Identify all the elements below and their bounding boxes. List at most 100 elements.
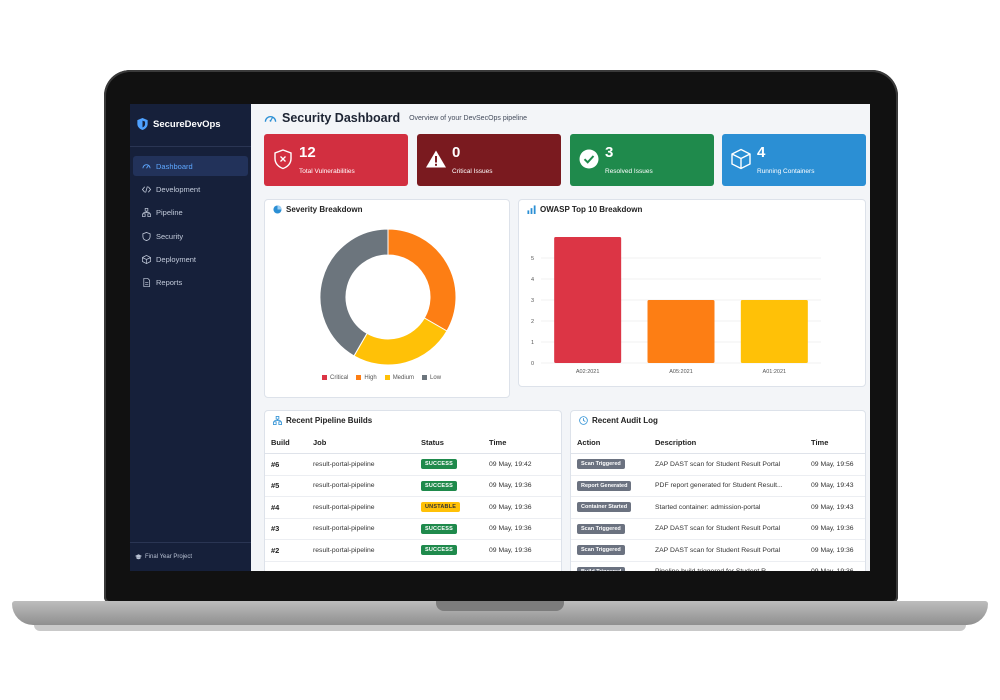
owasp-bar-chart: 0 1 2 3 4 5 A02:2021 A05:2021 A01:2021 (531, 237, 821, 375)
build-time: 09 May, 19:36 (483, 539, 561, 562)
table-row[interactable]: #4 result-portal-pipeline UNSTABLE 09 May, … (265, 496, 561, 519)
stat-card-total-vulnerabilities[interactable]: 12 Total Vulnerabilities (264, 134, 408, 186)
shield-x-icon (274, 149, 292, 170)
table-row[interactable]: Report Generated PDF report generated for… (571, 475, 865, 497)
status-badge: SUCCESS (421, 480, 457, 491)
panel-header: Recent Pipeline Builds (273, 416, 372, 425)
page-header: Security Dashboard Overview of your DevS… (264, 111, 527, 125)
legend-item-low: Low (422, 375, 441, 381)
box-icon (731, 148, 751, 170)
app-screen: SecureDevOps Dashboard Development Pipel… (130, 104, 870, 571)
stat-label: Critical Issues (452, 168, 493, 175)
action-badge: Scan Triggered (577, 459, 625, 470)
legend-item-high: High (356, 375, 377, 381)
status-badge: SUCCESS (421, 523, 457, 534)
sidebar-divider (130, 146, 251, 147)
laptop-notch (436, 601, 564, 611)
sidebar-item-deployment[interactable]: Deployment (133, 250, 248, 270)
build-number: #3 (265, 518, 307, 540)
donut-slice-high[interactable] (387, 228, 457, 332)
page-title: Security Dashboard (282, 111, 401, 125)
builds-table: Build Job Status Time #6 result-portal-pi… (265, 432, 561, 562)
table-row[interactable]: Scan Triggered ZAP DAST scan for Student … (571, 518, 865, 540)
y-tick-label: 4 (531, 277, 534, 283)
y-tick-label: 0 (531, 361, 534, 367)
builds-table-body: #6 result-portal-pipeline SUCCESS 09 May, 1… (265, 453, 561, 562)
audit-description: Started container: admission-portal (649, 496, 805, 519)
code-icon (142, 186, 151, 193)
sidebar-item-development[interactable]: Development (133, 179, 248, 199)
table-row[interactable]: #2 result-portal-pipeline SUCCESS 09 May, 1… (265, 539, 561, 562)
sidebar-item-label: Pipeline (156, 208, 183, 218)
legend-item-medium: Medium (384, 375, 414, 381)
audit-table-wrapper: Action Description Time Scan Triggered ZA… (571, 432, 865, 571)
column-header: Description (649, 432, 805, 454)
table-header-row: Build Job Status Time (265, 432, 561, 454)
build-time: 09 May, 19:36 (483, 496, 561, 519)
stat-label: Resolved Issues (605, 168, 653, 175)
column-header: Time (805, 432, 865, 454)
status-badge: SUCCESS (421, 545, 457, 556)
y-tick-label: 3 (531, 298, 534, 304)
stat-card-running-containers[interactable]: 4 Running Containers (722, 134, 866, 186)
panel-title: OWASP Top 10 Breakdown (540, 205, 643, 214)
build-number: #6 (265, 453, 307, 476)
builds-panel: Recent Pipeline Builds Build Job Status … (264, 410, 562, 571)
panel-title: Severity Breakdown (286, 205, 363, 214)
table-row[interactable]: Build Triggered Pipeline build triggered … (571, 561, 865, 571)
column-header: Job (307, 432, 415, 454)
bar-a02-2021[interactable] (554, 237, 622, 363)
column-header: Time (483, 432, 561, 454)
sidebar: SecureDevOps Dashboard Development Pipel… (130, 104, 251, 571)
stat-value: 0 (452, 144, 461, 161)
stat-card-resolved-issues[interactable]: 3 Resolved Issues (570, 134, 714, 186)
page-subtitle: Overview of your DevSecOps pipeline (409, 114, 527, 122)
action-cell: Build Triggered (571, 561, 649, 571)
table-row[interactable]: Container Started Started container: admi… (571, 496, 865, 519)
sidebar-footer: Final Year Project (135, 554, 192, 560)
job-name: result-portal-pipeline (307, 475, 415, 497)
status-cell: SUCCESS (415, 539, 483, 562)
status-cell: SUCCESS (415, 518, 483, 540)
sidebar-item-label: Deployment (156, 255, 197, 265)
sidebar-item-dashboard[interactable]: Dashboard (133, 156, 248, 176)
action-badge: Scan Triggered (577, 523, 625, 534)
audit-time: 09 May, 19:36 (805, 518, 865, 540)
table-row[interactable]: Scan Triggered ZAP DAST scan for Student … (571, 539, 865, 562)
panel-title: Recent Pipeline Builds (286, 416, 373, 425)
table-row[interactable]: #3 result-portal-pipeline SUCCESS 09 May, 1… (265, 518, 561, 540)
sidebar-item-security[interactable]: Security (133, 226, 248, 246)
y-tick-label: 1 (531, 340, 534, 346)
stat-value: 4 (757, 144, 766, 161)
pipeline-icon (273, 416, 282, 425)
box-icon (142, 255, 151, 265)
donut-slice-medium[interactable] (353, 317, 448, 366)
x-tick-label: A02:2021 (576, 369, 600, 375)
stat-card-critical-issues[interactable]: 0 Critical Issues (417, 134, 561, 186)
status-cell: SUCCESS (415, 475, 483, 497)
bar-a01-2021[interactable] (740, 300, 808, 363)
status-badge: UNSTABLE (421, 502, 461, 513)
bar-a05-2021[interactable] (647, 300, 715, 363)
table-row[interactable]: Scan Triggered ZAP DAST scan for Student … (571, 453, 865, 476)
job-name: result-portal-pipeline (307, 453, 415, 476)
table-row[interactable]: #6 result-portal-pipeline SUCCESS 09 May, 1… (265, 453, 561, 476)
action-cell: Scan Triggered (571, 453, 649, 476)
audit-time: 09 May, 19:36 (805, 539, 865, 562)
action-cell: Scan Triggered (571, 539, 649, 562)
table-row[interactable]: #5 result-portal-pipeline SUCCESS 09 May, 1… (265, 475, 561, 497)
pie-chart-icon (273, 205, 282, 214)
chart-legend: Critical High Medium Low (322, 375, 441, 381)
sidebar-item-label: Security (156, 231, 184, 241)
status-cell: UNSTABLE (415, 496, 483, 519)
severity-donut-chart (319, 228, 457, 366)
donut-slice-low[interactable] (319, 228, 389, 357)
action-cell: Scan Triggered (571, 518, 649, 540)
audit-description: ZAP DAST scan for Student Result Portal (649, 453, 805, 476)
brand[interactable]: SecureDevOps (137, 118, 221, 130)
sidebar-item-label: Reports (156, 278, 183, 288)
sidebar-item-pipeline[interactable]: Pipeline (133, 203, 248, 223)
sidebar-item-reports[interactable]: Reports (133, 273, 248, 293)
action-badge: Build Triggered (577, 566, 626, 571)
audit-time: 09 May, 19:36 (805, 561, 865, 571)
